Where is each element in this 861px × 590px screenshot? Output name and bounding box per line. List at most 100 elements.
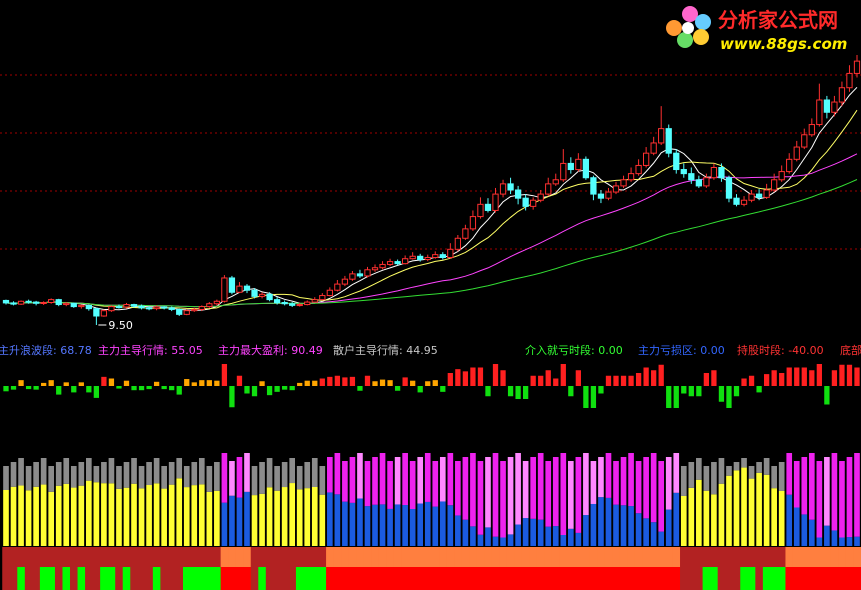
- band-lower-segment: [24, 567, 33, 590]
- flow-bar-lower: [816, 537, 823, 546]
- candle-body: [432, 254, 439, 259]
- band-lower-segment: [130, 567, 139, 590]
- candle-body: [85, 304, 92, 310]
- band-upper-segment: [612, 547, 621, 567]
- candle: [454, 235, 461, 252]
- candle-body: [537, 193, 544, 201]
- flow-bar-upper: [357, 453, 363, 499]
- histogram-bar: [718, 386, 725, 402]
- flow-bar: [394, 457, 401, 546]
- flow-bar-upper: [191, 462, 198, 486]
- flow-bar-upper: [214, 462, 220, 491]
- band-lower-segment: [182, 567, 192, 590]
- band-lower-segment: [762, 567, 771, 590]
- flow-bar-lower: [379, 504, 386, 546]
- band-lower-segment: [17, 567, 26, 590]
- band-upper-segment: [2, 547, 11, 567]
- flow-bar: [25, 466, 32, 546]
- band-lower-segment: [9, 567, 18, 590]
- histogram-bar: [748, 375, 755, 386]
- candle: [25, 299, 32, 304]
- flow-bar-lower: [515, 524, 521, 546]
- flow-bar-lower: [33, 486, 39, 546]
- flow-bar-lower: [78, 485, 85, 546]
- flow-bar-upper: [108, 458, 115, 484]
- band-lower-segment: [378, 567, 387, 590]
- histogram-bar: [402, 377, 408, 386]
- band-lower-segment: [311, 567, 320, 590]
- band-lower-segment: [213, 567, 222, 590]
- band-lower-segment: [100, 567, 109, 590]
- band-upper-segment: [649, 547, 658, 567]
- flow-bar-lower: [583, 515, 589, 546]
- flow-bar: [387, 461, 393, 546]
- candle: [145, 306, 153, 311]
- band-lower-segment: [823, 567, 832, 590]
- flow-bar-upper: [417, 457, 424, 504]
- band-lower-segment: [838, 567, 847, 590]
- candle-body: [32, 301, 40, 304]
- candle: [48, 298, 55, 304]
- band-lower-segment: [167, 567, 176, 590]
- candle-body: [650, 142, 657, 154]
- band-lower-segment: [702, 567, 711, 590]
- candle: [733, 194, 740, 207]
- band-upper-segment: [220, 547, 229, 567]
- histogram-bar: [63, 382, 69, 386]
- flow-bar-lower: [793, 507, 800, 546]
- band-upper-segment: [182, 547, 192, 567]
- band-upper-segment: [85, 547, 94, 567]
- flow-bar: [545, 461, 552, 546]
- indicator-value: 0.00: [598, 344, 623, 357]
- histogram-bar: [470, 367, 476, 386]
- flow-bar: [281, 462, 288, 546]
- flow-bar-upper: [18, 458, 24, 486]
- indicator-label: 散户主导行情:: [333, 343, 406, 357]
- flow-bar: [266, 458, 273, 546]
- candle-body: [356, 273, 364, 277]
- flow-bar: [311, 458, 318, 546]
- indicator-label: 主力主导行情:: [98, 344, 171, 357]
- flow-bar: [492, 453, 499, 546]
- histogram-bar: [741, 378, 747, 386]
- flow-bar-upper: [500, 461, 506, 538]
- candle-body: [70, 302, 77, 308]
- flow-bar-lower: [786, 494, 793, 546]
- candle-body: [499, 183, 507, 195]
- candle-body: [688, 173, 695, 181]
- candle: [620, 175, 627, 188]
- candle: [2, 299, 10, 305]
- flow-bar: [304, 462, 311, 546]
- candle: [251, 288, 258, 299]
- candle-body: [334, 283, 341, 291]
- flow-bar-upper: [771, 466, 777, 489]
- indicator-legend-item: 散户主导行情: 44.95: [333, 343, 438, 357]
- band-upper-segment: [491, 547, 500, 567]
- candle: [349, 271, 356, 281]
- band-lower-segment: [476, 567, 485, 590]
- band-lower-segment: [800, 567, 809, 590]
- flow-bar-lower: [191, 485, 198, 546]
- candle: [816, 83, 823, 127]
- flow-bar-lower: [244, 491, 250, 546]
- flow-bar-lower: [63, 483, 70, 546]
- candle-body: [2, 299, 10, 304]
- flow-bar-upper: [537, 453, 544, 520]
- band-lower-segment: [32, 567, 41, 590]
- flow-bar: [673, 453, 680, 546]
- histogram-bar: [711, 370, 717, 386]
- band-upper-segment: [401, 547, 410, 567]
- candle-body: [289, 303, 296, 306]
- flow-bar-lower: [439, 501, 446, 546]
- candle-body: [93, 308, 100, 317]
- histogram-bar: [221, 364, 228, 386]
- candle: [281, 300, 288, 306]
- flow-bar: [409, 461, 416, 546]
- histogram-bar: [266, 386, 273, 396]
- candle-body: [658, 128, 665, 144]
- candle: [273, 297, 281, 305]
- candle-body: [296, 304, 303, 307]
- band-lower-segment: [732, 567, 741, 590]
- candle-body: [514, 189, 522, 199]
- flow-bar-upper: [63, 458, 70, 484]
